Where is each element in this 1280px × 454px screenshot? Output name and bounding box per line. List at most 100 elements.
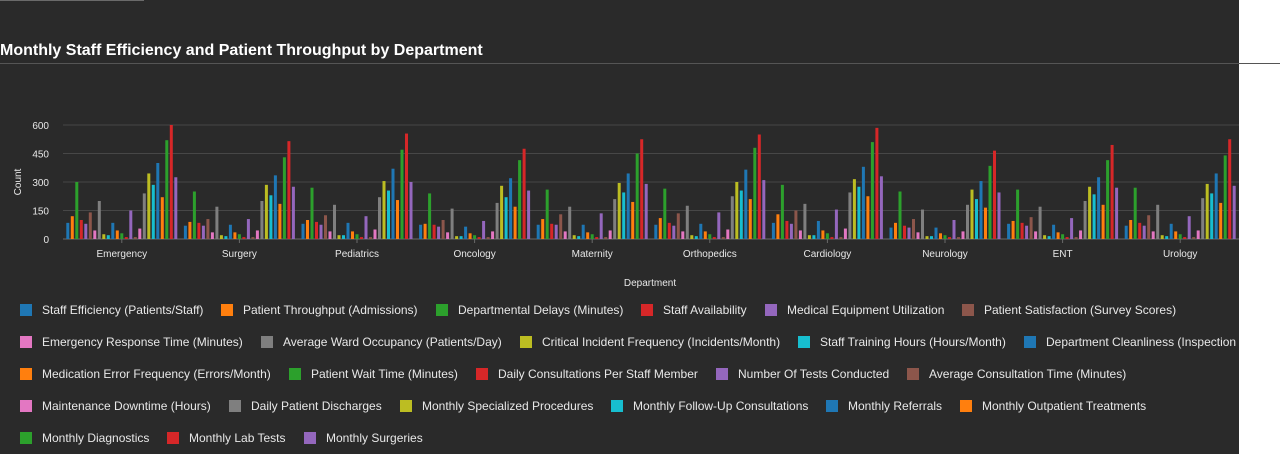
legend-swatch <box>20 432 32 444</box>
y-tick-label: 150 <box>32 207 49 218</box>
bar <box>1228 139 1232 239</box>
x-tick-label: Maternity <box>572 249 613 260</box>
x-axis-label: Department <box>624 278 676 289</box>
bar <box>111 222 115 239</box>
bar <box>441 220 445 239</box>
bar <box>699 223 703 239</box>
bar <box>1138 222 1142 239</box>
bar <box>70 216 74 239</box>
bar <box>306 220 309 239</box>
bar <box>1047 236 1051 239</box>
bar <box>1056 232 1060 239</box>
bar <box>405 133 408 239</box>
bar <box>907 227 911 239</box>
bar <box>522 148 526 239</box>
bar <box>726 229 730 239</box>
bar <box>437 226 441 239</box>
x-tick-label: Emergency <box>97 249 148 260</box>
y-tick-label: 600 <box>32 121 49 132</box>
bar <box>518 160 522 239</box>
bar <box>1043 235 1047 239</box>
bar <box>468 233 472 239</box>
tab-indicator <box>0 0 144 1</box>
chart-panel: Monthly Staff Efficiency and Patient Thr… <box>0 0 1239 454</box>
bar <box>635 153 639 239</box>
bar <box>242 237 246 239</box>
bar <box>703 231 707 239</box>
bar <box>491 231 495 239</box>
bar <box>337 235 341 239</box>
bar <box>1165 236 1169 239</box>
x-tick-label: Neurology <box>922 249 968 260</box>
bar <box>66 222 70 239</box>
bar <box>785 220 789 239</box>
bar <box>1147 215 1151 239</box>
legend-swatch <box>20 368 32 380</box>
legend-swatch <box>20 400 32 412</box>
bar <box>360 237 363 239</box>
bar <box>84 223 88 239</box>
bar <box>622 192 626 239</box>
bar <box>1151 231 1155 239</box>
bar <box>197 222 201 239</box>
bar <box>400 149 404 239</box>
legend-swatch <box>400 400 412 412</box>
bar <box>617 182 621 239</box>
bar <box>889 227 893 239</box>
bar <box>75 182 79 239</box>
bar <box>694 236 698 239</box>
bar <box>482 220 486 239</box>
bar <box>115 230 119 239</box>
bar <box>626 173 630 239</box>
bar <box>151 184 155 239</box>
bar <box>934 227 938 239</box>
bar <box>1133 187 1137 239</box>
legend-swatch <box>20 304 32 316</box>
x-tick-label: Pediatrics <box>335 249 379 260</box>
x-tick-label: Surgery <box>222 249 257 260</box>
bar <box>396 200 399 239</box>
bar <box>843 228 847 239</box>
bar <box>237 234 241 239</box>
legend-label: Daily Consultations Per Staff Member <box>498 367 698 381</box>
y-axis-label: Count <box>13 168 24 195</box>
bar <box>663 188 667 239</box>
bar <box>301 223 305 239</box>
bar <box>224 236 228 239</box>
legend-label: Patient Wait Time (Minutes) <box>311 367 458 381</box>
bar <box>1124 225 1128 239</box>
bar <box>861 166 865 239</box>
bar <box>378 197 381 239</box>
bar <box>816 220 820 239</box>
bar <box>572 235 576 239</box>
bar <box>428 193 432 239</box>
bar <box>780 184 784 239</box>
bar <box>685 205 689 239</box>
bar <box>644 183 648 239</box>
bar <box>916 232 920 239</box>
bar <box>988 165 992 239</box>
bar <box>346 222 350 239</box>
bar <box>527 190 531 239</box>
bar <box>1169 223 1173 239</box>
bar <box>138 228 142 239</box>
bar <box>536 224 540 239</box>
bar <box>1205 183 1209 239</box>
bar <box>794 210 798 239</box>
bar <box>79 220 83 239</box>
bar <box>912 219 915 239</box>
bar <box>1187 216 1191 239</box>
bar <box>545 189 549 239</box>
y-tick-label: 450 <box>32 150 49 161</box>
bar <box>432 224 436 239</box>
bar <box>708 234 712 239</box>
bar <box>1025 225 1029 239</box>
bar <box>550 223 554 239</box>
bar <box>513 206 517 239</box>
legend-label: Monthly Outpatient Treatments <box>982 399 1147 413</box>
bar <box>278 203 282 239</box>
legend-label: Critical Incident Frequency (Incidents/M… <box>542 335 781 349</box>
bar <box>1106 160 1110 239</box>
bar <box>133 237 137 239</box>
bar <box>228 224 232 239</box>
